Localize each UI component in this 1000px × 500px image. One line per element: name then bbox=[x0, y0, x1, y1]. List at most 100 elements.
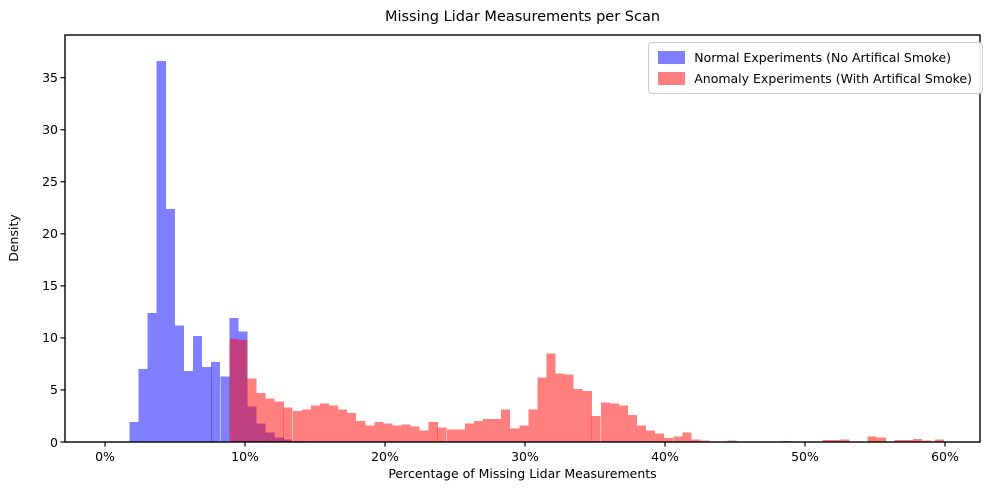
histogram-bar bbox=[410, 426, 420, 442]
histogram-bar bbox=[329, 405, 339, 442]
histogram-bar bbox=[573, 388, 583, 442]
histogram-bar bbox=[220, 376, 230, 442]
x-axis-label: Percentage of Missing Lidar Measurements bbox=[388, 466, 657, 481]
histogram-bar bbox=[156, 61, 166, 443]
histogram-bar bbox=[183, 371, 194, 442]
x-tick-label: 20% bbox=[371, 449, 399, 464]
histogram-bar bbox=[840, 439, 850, 442]
histogram-bar bbox=[519, 425, 529, 442]
y-tick-label: 10 bbox=[42, 330, 58, 346]
histogram-bar bbox=[582, 390, 592, 442]
histogram-bar bbox=[664, 437, 674, 442]
histogram-bar bbox=[682, 432, 692, 442]
histogram-bar bbox=[428, 422, 438, 442]
histogram-bar bbox=[301, 409, 311, 442]
histogram-bar bbox=[211, 361, 221, 442]
histogram-bar bbox=[374, 422, 384, 442]
histogram-bar bbox=[419, 430, 429, 442]
histogram-bar bbox=[691, 439, 701, 442]
histogram-bar bbox=[392, 425, 402, 442]
histogram-bar bbox=[193, 335, 203, 442]
histogram-bars bbox=[129, 61, 945, 443]
x-tick-label: 30% bbox=[511, 449, 539, 464]
histogram-bar bbox=[365, 425, 375, 442]
histogram-bar bbox=[383, 423, 393, 442]
histogram-bar bbox=[637, 425, 647, 442]
histogram-bar bbox=[310, 405, 320, 442]
histogram-bar bbox=[876, 437, 886, 442]
histogram-bar bbox=[265, 398, 275, 442]
legend-item-normal: Normal Experiments (No Artifical Smoke) bbox=[658, 50, 972, 65]
histogram-bar bbox=[238, 339, 248, 442]
legend-item-anomaly: Anomaly Experiments (With Artifical Smok… bbox=[658, 71, 972, 86]
y-tick-label: 35 bbox=[42, 70, 58, 86]
histogram-bar bbox=[483, 419, 493, 442]
y-tick-label: 25 bbox=[42, 174, 58, 190]
histogram-bar bbox=[292, 410, 302, 442]
axis-tick-marks bbox=[60, 77, 946, 447]
histogram-bar bbox=[921, 440, 931, 442]
histogram-bar bbox=[283, 407, 293, 442]
histogram-bar bbox=[537, 377, 547, 442]
histogram-bar bbox=[492, 419, 502, 442]
histogram-bar bbox=[618, 405, 629, 442]
legend-label-anomaly: Anomaly Experiments (With Artifical Smok… bbox=[694, 71, 972, 86]
axes-spines bbox=[64, 34, 981, 443]
chart-title: Missing Lidar Measurements per Scan bbox=[384, 9, 661, 25]
legend-swatch-normal bbox=[658, 51, 686, 64]
histogram-bar bbox=[903, 439, 913, 442]
histogram-bar bbox=[247, 378, 257, 442]
histogram-bar bbox=[446, 429, 456, 442]
x-tick-label: 60% bbox=[931, 449, 959, 464]
histogram-bar bbox=[274, 401, 284, 442]
histogram-bar bbox=[627, 414, 637, 442]
histogram-bar bbox=[165, 208, 175, 442]
histogram-bar bbox=[256, 393, 266, 442]
histogram-bar bbox=[655, 433, 665, 442]
histogram-bar bbox=[129, 422, 139, 442]
histogram-bar bbox=[700, 440, 710, 442]
histogram-bar bbox=[501, 409, 511, 442]
histogram-bar bbox=[347, 412, 357, 442]
legend-swatch-anomaly bbox=[658, 72, 686, 85]
histogram-bar bbox=[600, 402, 610, 442]
histogram-bar bbox=[510, 428, 520, 442]
histogram-bar bbox=[455, 429, 465, 442]
histogram-bar bbox=[229, 338, 239, 442]
histogram-bar bbox=[202, 367, 212, 442]
histogram-bar bbox=[338, 409, 348, 442]
histogram-bar bbox=[319, 403, 329, 442]
histogram-bar bbox=[591, 415, 601, 442]
histogram-bar bbox=[646, 430, 656, 442]
y-tick-label: 0 bbox=[50, 434, 58, 450]
histogram-bar bbox=[912, 438, 923, 442]
y-axis-label: Density bbox=[6, 214, 21, 262]
y-tick-label: 30 bbox=[42, 122, 58, 138]
x-tick-label: 10% bbox=[231, 449, 259, 464]
series-anomaly-bars bbox=[229, 338, 945, 442]
histogram-bar bbox=[464, 423, 475, 442]
x-tick-label: 50% bbox=[791, 449, 819, 464]
y-tick-label: 15 bbox=[42, 278, 58, 294]
histogram-bar bbox=[867, 436, 877, 442]
histogram-bar bbox=[727, 440, 737, 442]
histogram-bar bbox=[822, 439, 832, 442]
histogram-bar bbox=[673, 436, 683, 442]
histogram-bar bbox=[473, 421, 483, 442]
histogram-bar bbox=[528, 409, 538, 442]
y-tick-label: 20 bbox=[42, 226, 58, 242]
histogram-bar bbox=[546, 353, 556, 442]
histogram-bar bbox=[935, 439, 945, 442]
histogram-bar bbox=[555, 373, 565, 442]
histogram-bar bbox=[609, 403, 619, 442]
histogram-bar bbox=[564, 374, 574, 442]
histogram-bar bbox=[831, 439, 841, 442]
histogram-bar bbox=[356, 421, 366, 442]
x-tick-label: 40% bbox=[651, 449, 679, 464]
histogram-bar bbox=[437, 427, 447, 442]
histogram-bar bbox=[401, 424, 411, 442]
histogram-bar bbox=[894, 439, 904, 442]
y-tick-label: 5 bbox=[50, 382, 58, 398]
